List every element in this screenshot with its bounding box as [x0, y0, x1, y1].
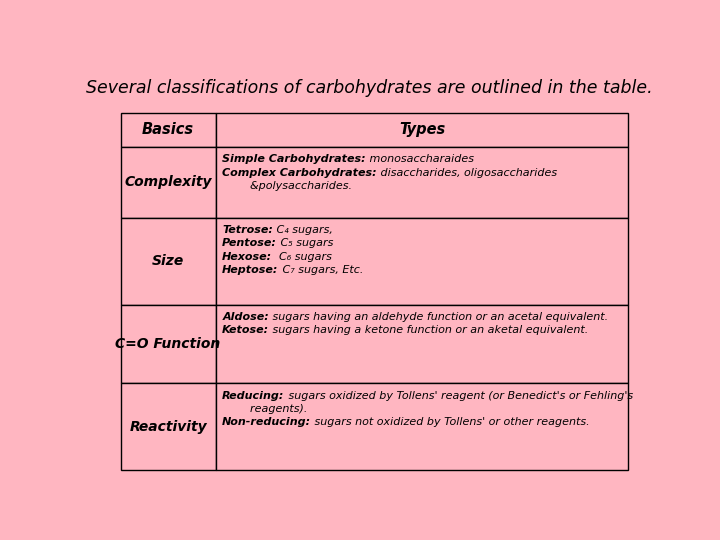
Text: C₅ sugars: C₅ sugars [277, 239, 333, 248]
Text: Hexose:: Hexose: [222, 252, 272, 262]
Text: Types: Types [399, 122, 445, 137]
Bar [215, 113, 629, 147]
Text: Aldose:: Aldose: [222, 312, 269, 322]
Text: sugars having an aldehyde function or an acetal equivalent.: sugars having an aldehyde function or an… [269, 312, 608, 322]
Text: Non-reducing:: Non-reducing: [222, 417, 311, 428]
Text: Several classifications of carbohydrates are outlined in the table.: Several classifications of carbohydrates… [86, 79, 652, 97]
Text: Heptose:: Heptose: [222, 265, 279, 275]
Text: C₆ sugars: C₆ sugars [272, 252, 332, 262]
Bar [121, 113, 215, 147]
Text: Simple Carbohydrates:: Simple Carbohydrates: [222, 154, 366, 165]
Text: &polysaccharides.: &polysaccharides. [222, 181, 352, 191]
Bar [121, 147, 215, 218]
Bar [215, 147, 629, 218]
Text: C₄ sugars,: C₄ sugars, [273, 225, 333, 235]
Text: reagents).: reagents). [222, 404, 307, 414]
Bar [215, 305, 629, 383]
Bar [121, 218, 215, 305]
Text: C=O Function: C=O Function [115, 337, 221, 351]
Text: Ketose:: Ketose: [222, 325, 269, 335]
Bar [121, 305, 215, 383]
Bar [215, 218, 629, 305]
Text: disaccharides, oligosaccharides: disaccharides, oligosaccharides [377, 168, 557, 178]
Text: sugars not oxidized by Tollens' or other reagents.: sugars not oxidized by Tollens' or other… [311, 417, 590, 428]
Text: Tetrose:: Tetrose: [222, 225, 273, 235]
Text: Complexity: Complexity [125, 176, 212, 190]
Bar [215, 383, 629, 470]
Text: Complex Carbohydrates:: Complex Carbohydrates: [222, 168, 377, 178]
Text: C₇ sugars, Etc.: C₇ sugars, Etc. [279, 265, 363, 275]
Text: monosaccharaides: monosaccharaides [366, 154, 474, 165]
Text: Basics: Basics [142, 122, 194, 137]
Text: Pentose:: Pentose: [222, 239, 277, 248]
Bar [121, 383, 215, 470]
Text: Size: Size [152, 254, 184, 268]
Text: sugars oxidized by Tollens' reagent (or Benedict's or Fehling's: sugars oxidized by Tollens' reagent (or … [284, 391, 633, 401]
Text: Reactivity: Reactivity [130, 420, 207, 434]
Text: Reducing:: Reducing: [222, 391, 284, 401]
Text: sugars having a ketone function or an aketal equivalent.: sugars having a ketone function or an ak… [269, 325, 589, 335]
